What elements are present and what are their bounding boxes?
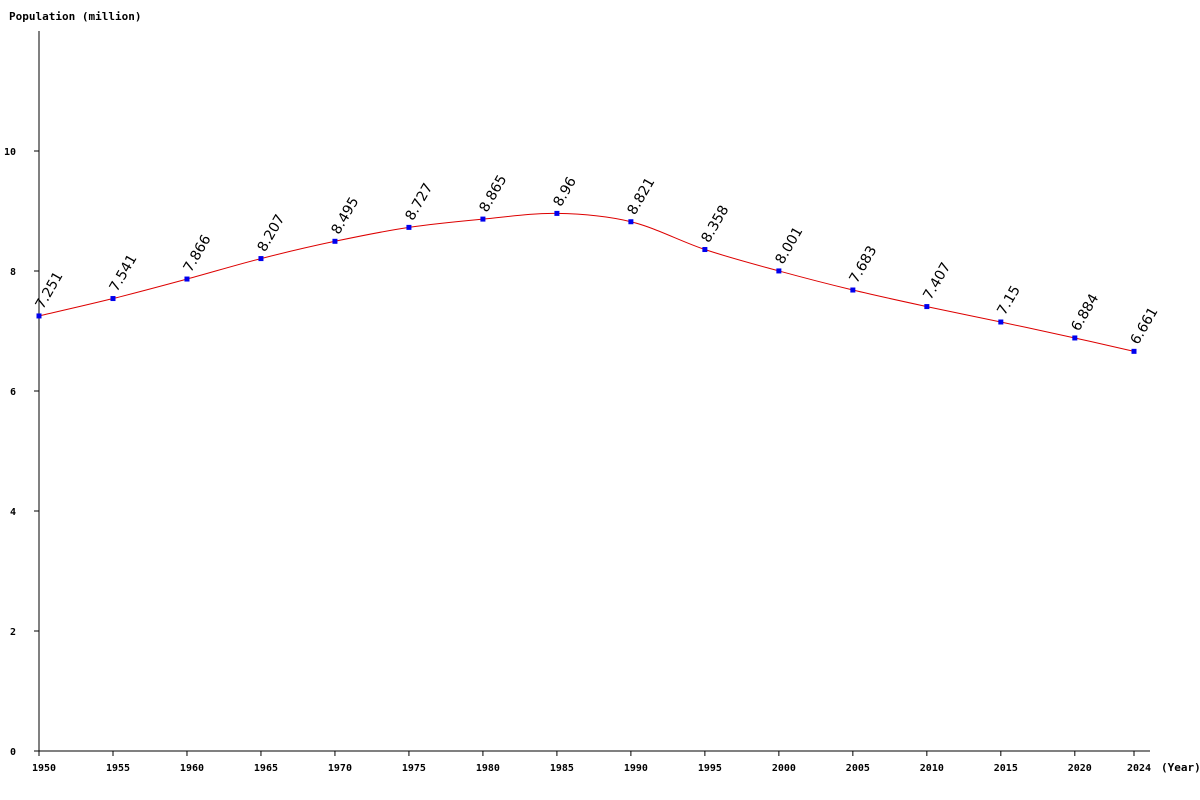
x-tick-label: 1975 bbox=[402, 763, 426, 774]
data-point-marker bbox=[480, 216, 486, 222]
data-label: 8.495 bbox=[329, 195, 363, 238]
x-axis-title: (Year) bbox=[1161, 761, 1200, 774]
y-tick-label: 6 bbox=[10, 387, 16, 398]
data-point-marker bbox=[332, 238, 338, 244]
data-point-marker bbox=[554, 210, 560, 216]
data-point-marker bbox=[998, 319, 1004, 325]
x-tick-label: 2024 bbox=[1127, 763, 1151, 774]
data-label: 7.15 bbox=[994, 283, 1023, 318]
data-label: 8.001 bbox=[773, 224, 807, 267]
x-tick-label: 2010 bbox=[920, 763, 944, 774]
series-line bbox=[38, 212, 1135, 352]
x-tick-label: 2000 bbox=[772, 763, 796, 774]
y-tick-label: 8 bbox=[10, 267, 16, 278]
data-label: 8.207 bbox=[255, 212, 289, 255]
x-tick-label: 2015 bbox=[994, 763, 1018, 774]
data-label: 7.541 bbox=[107, 252, 141, 295]
y-tick-label: 0 bbox=[10, 747, 16, 758]
data-point-marker bbox=[850, 287, 856, 293]
x-tick-label: 2020 bbox=[1068, 763, 1092, 774]
data-label: 8.96 bbox=[551, 174, 580, 209]
data-label: 7.251 bbox=[33, 269, 67, 312]
data-label: 8.727 bbox=[403, 181, 437, 224]
data-point-marker bbox=[924, 304, 930, 310]
data-label: 7.407 bbox=[920, 260, 954, 303]
x-tick-label: 1980 bbox=[476, 763, 500, 774]
x-tick-label: 1950 bbox=[32, 763, 56, 774]
data-point-marker bbox=[628, 219, 634, 225]
data-point-marker bbox=[406, 224, 412, 230]
y-axis-title: Population (million) bbox=[9, 10, 141, 23]
y-tick-label: 2 bbox=[10, 627, 16, 638]
x-tick-label: 1985 bbox=[550, 763, 574, 774]
data-label: 8.821 bbox=[625, 175, 659, 218]
data-points bbox=[36, 210, 1137, 354]
data-label: 6.661 bbox=[1128, 305, 1162, 348]
x-tick-label: 1955 bbox=[106, 763, 130, 774]
data-point-marker bbox=[110, 296, 116, 302]
data-point-marker bbox=[702, 247, 708, 253]
y-tick-label: 4 bbox=[10, 507, 16, 518]
data-label: 7.683 bbox=[847, 243, 881, 286]
data-point-marker bbox=[776, 268, 782, 274]
y-tick-label: 10 bbox=[4, 147, 16, 158]
data-point-marker bbox=[1131, 348, 1137, 354]
series-line-group bbox=[38, 212, 1135, 352]
data-point-marker bbox=[1072, 335, 1078, 341]
x-tick-label: 2005 bbox=[846, 763, 870, 774]
x-tick-label: 1960 bbox=[180, 763, 204, 774]
data-label: 7.866 bbox=[181, 232, 215, 275]
x-tick-label: 1990 bbox=[624, 763, 648, 774]
data-labels: 7.251 7.541 7.866 8.207 8.495 8.727 8.865 8.96 8… bbox=[33, 172, 1162, 347]
data-point-marker bbox=[184, 276, 190, 282]
data-label: 6.884 bbox=[1068, 291, 1102, 334]
data-label: 8.358 bbox=[699, 203, 733, 246]
x-tick-label: 1995 bbox=[698, 763, 722, 774]
data-label: 8.865 bbox=[477, 172, 511, 215]
data-point-marker bbox=[36, 313, 42, 319]
data-point-marker bbox=[258, 256, 264, 262]
axes: 0 2 4 6 8 10 1950 1955 1960 1965 1970 1975 1980 1985 1… bbox=[4, 31, 1151, 774]
x-tick-label: 1965 bbox=[254, 763, 278, 774]
x-tick-label: 1970 bbox=[328, 763, 352, 774]
